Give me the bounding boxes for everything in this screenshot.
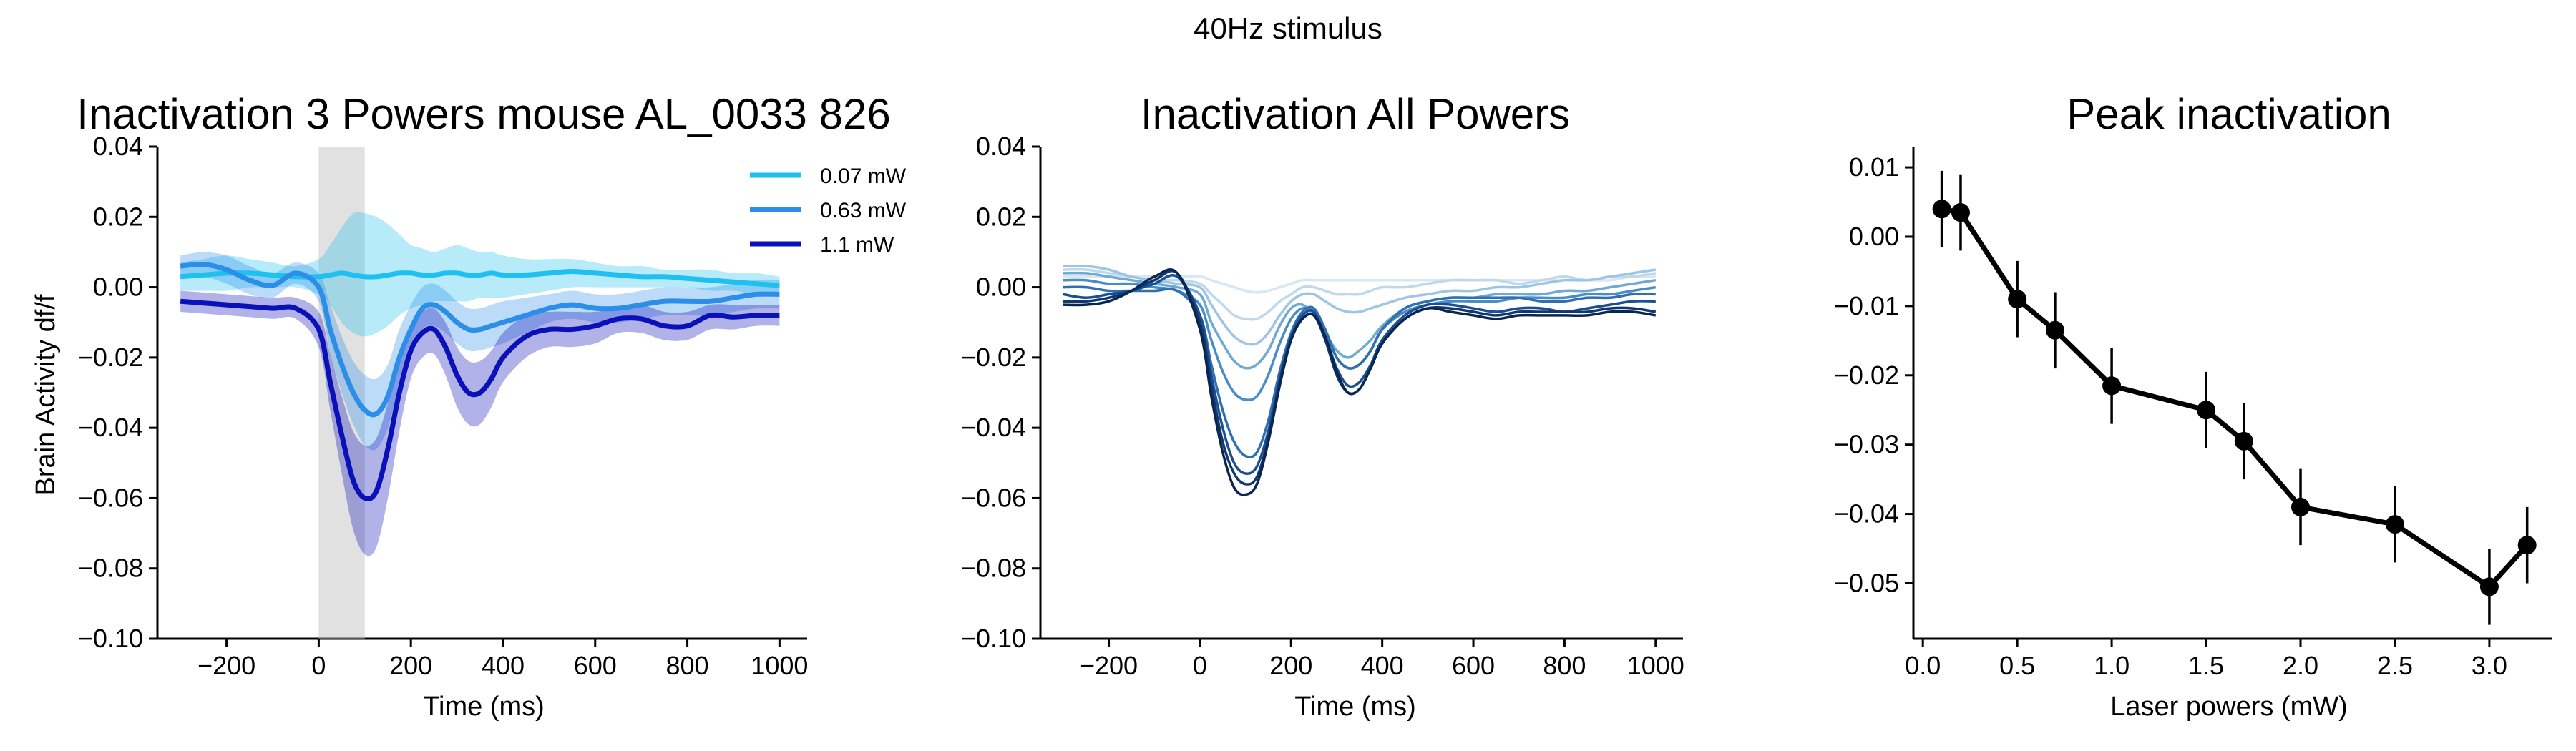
panel-inactivation-3-powers: Inactivation 3 Powers mouse AL_0033 826 …: [31, 90, 907, 722]
x-tick-label: 400: [1361, 651, 1404, 680]
power-trace-8: [1063, 269, 1657, 486]
panel-1-x-axis-label: Time (ms): [423, 692, 545, 722]
x-tick-label: 800: [666, 651, 709, 680]
power-trace-9: [1063, 268, 1657, 496]
y-tick-label: 0.04: [976, 132, 1026, 161]
y-tick-label: −0.01: [1834, 291, 1899, 320]
y-tick-label: −0.03: [1834, 430, 1899, 459]
confidence-band-series-3: [180, 290, 780, 556]
peak-point: [2102, 376, 2122, 396]
y-tick-label: −0.10: [961, 624, 1026, 653]
panel-1-legend: 0.07 mW 0.63 mW 1.1 mW: [750, 165, 907, 257]
x-tick-label: −200: [1080, 651, 1138, 680]
y-tick-label: 0.00: [976, 273, 1026, 302]
legend-label: 0.63 mW: [820, 199, 907, 222]
y-tick-label: −0.02: [78, 343, 143, 372]
legend-label: 0.07 mW: [820, 165, 907, 188]
y-tick-label: 0.04: [93, 132, 143, 161]
x-tick-label: 1.5: [2188, 651, 2224, 680]
x-tick-label: 0.5: [1999, 651, 2035, 680]
figure-suptitle: 40Hz stimulus: [1194, 11, 1382, 45]
y-tick-label: −0.02: [961, 343, 1026, 372]
peak-point: [2385, 515, 2404, 534]
y-tick-label: −0.08: [961, 554, 1026, 583]
power-trace-3: [1063, 264, 1657, 346]
panel-2-title: Inactivation All Powers: [1141, 90, 1570, 138]
x-tick-label: 200: [389, 651, 432, 680]
y-tick-label: 0.02: [976, 202, 1026, 231]
y-tick-label: −0.10: [78, 624, 143, 653]
y-tick-label: −0.06: [961, 483, 1026, 512]
panel-3-title: Peak inactivation: [2067, 90, 2391, 138]
x-tick-label: 0: [1193, 651, 1207, 680]
panel-1-y-axis-label: Brain Activity df/f: [31, 294, 61, 495]
x-tick-label: −200: [197, 651, 255, 680]
x-tick-label: 3.0: [2472, 651, 2507, 680]
power-trace-2: [1063, 267, 1657, 321]
mean-line-series-2: [180, 261, 780, 418]
x-tick-label: 0: [311, 651, 326, 680]
power-trace-1: [1063, 275, 1656, 294]
confidence-band-series-2: [180, 252, 780, 451]
y-tick-label: −0.04: [78, 413, 143, 442]
x-tick-label: 1000: [751, 651, 808, 680]
x-tick-label: 2.5: [2377, 651, 2413, 680]
y-tick-label: −0.06: [78, 483, 143, 512]
y-tick-label: −0.04: [1834, 499, 1899, 529]
peak-point: [2479, 577, 2499, 597]
x-tick-label: 800: [1543, 651, 1586, 680]
x-tick-label: 1.0: [2094, 651, 2129, 680]
peak-point: [2197, 401, 2216, 420]
peak-point: [2045, 320, 2064, 340]
y-tick-label: 0.00: [93, 273, 143, 302]
peak-point: [1932, 200, 1951, 219]
peak-point: [2234, 431, 2253, 451]
peak-point: [1951, 203, 1970, 222]
stimulus-window: [318, 147, 365, 639]
y-tick-label: 0.00: [1849, 222, 1899, 251]
mean-line-series-3: [180, 298, 780, 502]
x-tick-label: 200: [1269, 651, 1312, 680]
peak-point: [2517, 536, 2537, 555]
x-tick-label: 600: [574, 651, 617, 680]
panel-inactivation-all-powers: Inactivation All Powers Time (ms) −200 0 2…: [961, 90, 1684, 722]
x-tick-label: 2.0: [2283, 651, 2318, 680]
peak-point: [2008, 290, 2027, 309]
y-tick-label: −0.08: [78, 554, 143, 583]
legend-label: 1.1 mW: [820, 233, 894, 257]
power-trace-7: [1063, 274, 1656, 475]
y-tick-label: −0.02: [1834, 360, 1899, 390]
panel-2-x-axis-label: Time (ms): [1294, 692, 1416, 722]
peak-line: [1941, 206, 2529, 589]
y-tick-label: −0.05: [1834, 568, 1899, 597]
mean-line-series-1: [180, 269, 780, 288]
peak-point: [2291, 497, 2311, 516]
panel-3-x-axis-label: Laser powers (mW): [2110, 692, 2348, 722]
x-tick-label: 1000: [1627, 651, 1684, 680]
x-tick-label: 600: [1452, 651, 1495, 680]
panel-peak-inactivation: Peak inactivation Laser powers (mW) 0.0 0…: [1834, 90, 2552, 722]
x-tick-label: 400: [482, 651, 525, 680]
x-tick-label: 0.0: [1905, 651, 1941, 680]
panel-1-title: Inactivation 3 Powers mouse AL_0033 826: [77, 90, 890, 138]
y-tick-label: 0.02: [93, 202, 143, 231]
y-tick-label: −0.04: [961, 413, 1026, 442]
y-tick-label: 0.01: [1849, 152, 1899, 182]
